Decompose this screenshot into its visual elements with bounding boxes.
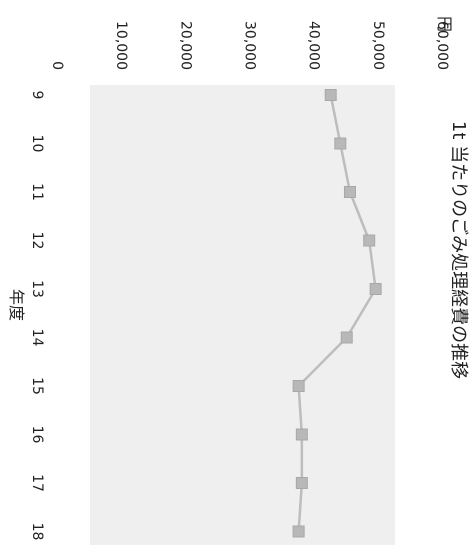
y-tick-label: 20,000 <box>177 21 193 70</box>
data-point-12 <box>363 234 376 247</box>
x-axis-label: 年度 <box>7 289 26 321</box>
x-tick-label: 11 <box>29 183 45 201</box>
data-point-16 <box>295 428 308 441</box>
y-tick-label: 0 <box>49 61 65 70</box>
y-tick-label: 30,000 <box>242 21 258 70</box>
y-tick-label: 60,000 <box>434 21 450 70</box>
data-point-15 <box>292 380 305 392</box>
x-tick-label: 9 <box>29 91 45 100</box>
x-tick-label: 15 <box>29 377 45 395</box>
plot-background <box>90 85 395 545</box>
data-point-11 <box>343 186 356 198</box>
data-point-10 <box>334 137 347 150</box>
x-tick-label: 16 <box>29 426 45 444</box>
chart-title: 1t 当たりのごみ処理経費の推移 <box>448 121 469 379</box>
data-point-14 <box>340 331 353 344</box>
data-point-9 <box>324 89 337 101</box>
data-point-17 <box>295 477 308 489</box>
series-group <box>292 89 382 538</box>
y-tick-label: 40,000 <box>306 21 322 70</box>
x-axis-ticks: 9 10 11 12 13 14 15 16 17 18 <box>29 91 45 541</box>
x-tick-label: 13 <box>29 280 45 298</box>
y-axis-ticks: 0 10,000 20,000 30,000 40,000 50,000 60,000 <box>49 21 450 70</box>
x-tick-label: 18 <box>29 523 45 541</box>
data-point-18 <box>292 525 305 538</box>
data-point-13 <box>369 283 382 295</box>
x-tick-label: 12 <box>29 232 45 250</box>
series-line <box>297 94 377 532</box>
x-tick-label: 14 <box>29 329 45 347</box>
y-tick-label: 50,000 <box>370 21 386 70</box>
x-tick-label: 10 <box>29 135 45 153</box>
x-tick-label: 17 <box>29 474 45 492</box>
y-axis-unit: 円 <box>435 16 454 32</box>
y-tick-label: 10,000 <box>113 21 129 70</box>
